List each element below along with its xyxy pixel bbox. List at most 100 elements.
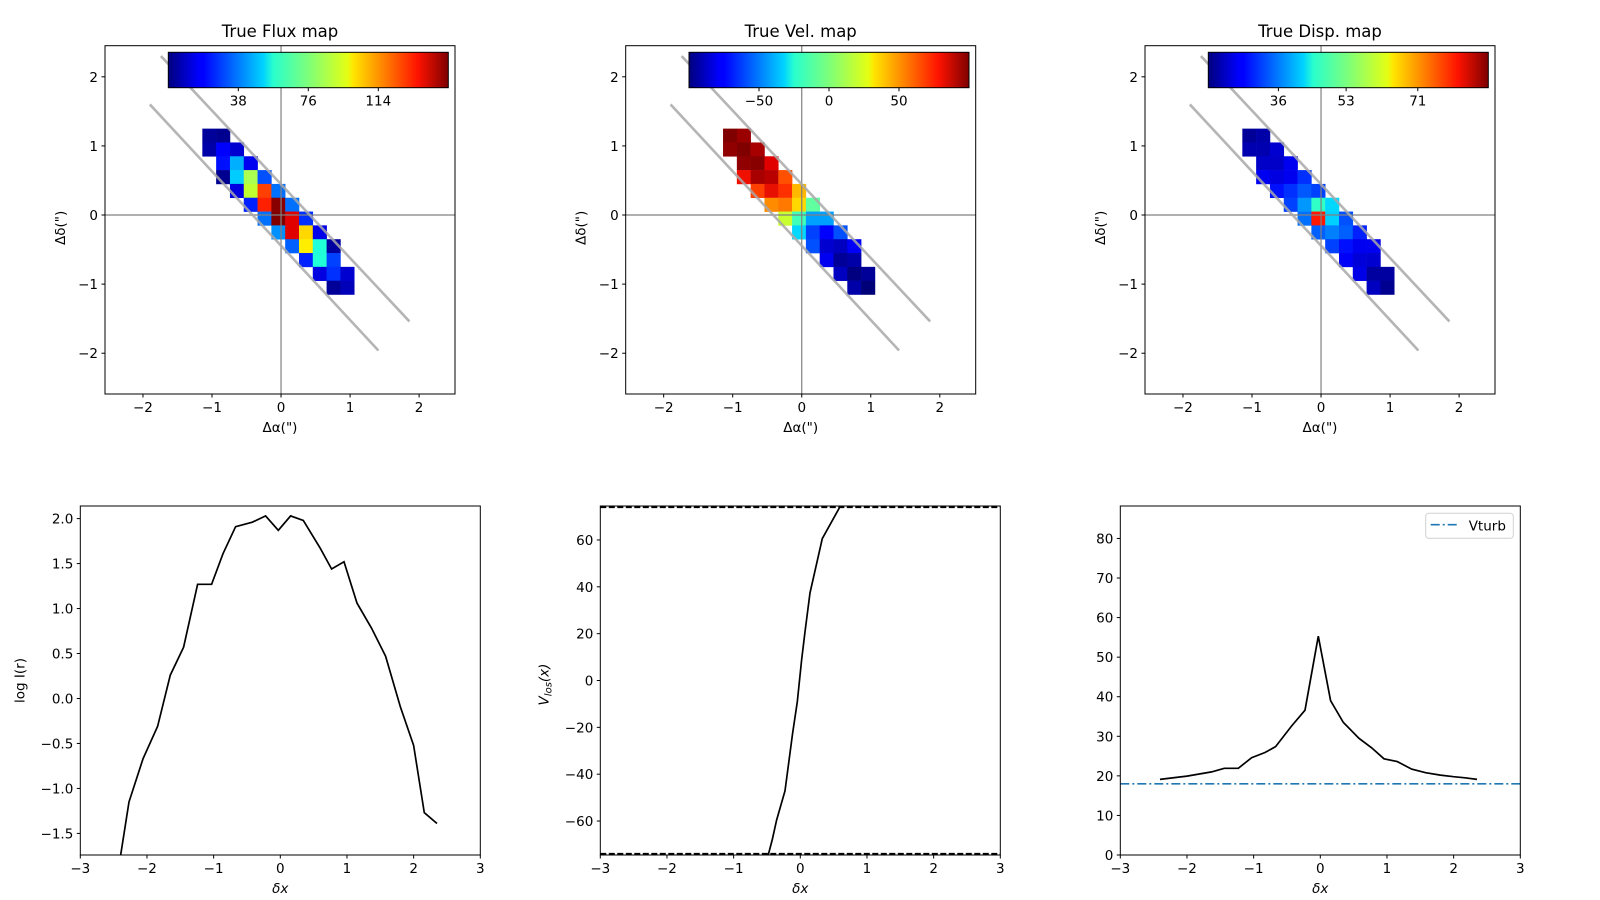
map-pixel <box>1325 239 1340 254</box>
map-pixel <box>1242 142 1257 157</box>
map-pixel <box>202 128 217 143</box>
map-pixel <box>298 253 314 268</box>
colorbar-tick-label: 76 <box>300 94 317 110</box>
map-pixel <box>1352 266 1367 281</box>
x-axis-label: Δα(") <box>783 420 818 436</box>
map-pixel <box>1366 253 1381 268</box>
y-tick-label: 1 <box>610 139 619 155</box>
map-pixel <box>750 170 765 185</box>
y-tick-label: 2.0 <box>52 512 73 528</box>
colorbar-tick-label: 36 <box>1270 94 1287 110</box>
y-tick-label: 70 <box>1096 571 1113 587</box>
x-tick-label: 2 <box>1449 861 1458 877</box>
x-axis-label: Δα(") <box>263 420 298 436</box>
x-tick-label: −3 <box>70 861 90 877</box>
axes-frame <box>625 45 977 395</box>
chart-title: True Vel. map <box>744 22 857 41</box>
y-tick-label: 40 <box>576 580 593 596</box>
y-tick-label: 0 <box>1129 208 1138 224</box>
y-tick-label: 0.0 <box>52 691 73 707</box>
y-tick-label: 50 <box>1096 650 1113 666</box>
y-tick-label: 2 <box>610 70 619 86</box>
map-pixel <box>723 128 738 143</box>
y-tick-label: 0 <box>585 674 594 690</box>
y-axis-label: Δδ(") <box>1093 211 1109 245</box>
plot-area <box>1145 45 1495 394</box>
x-tick-label: 1 <box>863 861 872 877</box>
axes-frame <box>79 505 481 856</box>
map-pixel <box>1283 197 1298 212</box>
y-tick-label: 10 <box>1096 808 1113 824</box>
map-pixel <box>1297 197 1312 212</box>
y-tick-label: −40 <box>565 767 594 783</box>
map-pixel <box>340 266 355 281</box>
map-pixel <box>326 253 341 268</box>
slit-boundary-line <box>669 103 901 352</box>
map-pixel <box>271 183 286 199</box>
y-tick-label: 2 <box>1129 70 1138 86</box>
y-tick-label: 60 <box>576 533 593 549</box>
y-tick-label: 2 <box>89 70 98 86</box>
y-label-subscript: los <box>543 682 554 696</box>
map-pixel <box>298 211 314 226</box>
y-tick-label: −0.5 <box>41 736 74 752</box>
map-pixel <box>750 183 765 199</box>
map-pixel <box>257 183 272 199</box>
x-tick-label: 3 <box>1516 861 1525 877</box>
map-pixel <box>819 253 834 268</box>
map-pixel <box>229 142 245 157</box>
y-tick-label: −2 <box>1118 346 1138 362</box>
y-tick-label: 1 <box>89 139 98 155</box>
map-pixel <box>861 266 876 281</box>
map-pixel <box>285 239 300 254</box>
y-tick-label: 0 <box>89 208 98 224</box>
map-pixel <box>1311 183 1326 199</box>
map-pixel <box>1366 266 1381 281</box>
colorbar <box>1207 51 1489 89</box>
map-pixel <box>847 280 862 295</box>
map-pixel <box>792 183 807 199</box>
map-pixel <box>326 280 341 295</box>
y-tick-label: −1.0 <box>41 781 74 797</box>
map-pixel <box>736 142 751 157</box>
map-pixel <box>861 280 876 295</box>
map-pixel <box>1325 225 1340 240</box>
map-pixel <box>1311 197 1326 212</box>
map-pixel <box>805 211 820 226</box>
chart-title: True Disp. map <box>1257 22 1382 41</box>
map-pixel <box>750 156 765 171</box>
y-tick-label: −60 <box>565 814 594 830</box>
map-pixel <box>216 142 231 157</box>
map-pixel <box>298 225 314 240</box>
map-pixel <box>1256 142 1271 157</box>
map-pixel <box>1338 225 1354 240</box>
slit-boundary-line <box>1188 103 1420 352</box>
x-tick-label: −2 <box>1177 861 1197 877</box>
y-tick-label: 0 <box>610 208 619 224</box>
map-pixel <box>764 183 779 199</box>
map-pixel <box>257 170 272 185</box>
map-pixel <box>1269 183 1285 199</box>
series-line <box>1159 636 1478 781</box>
colorbar-tick-label: 50 <box>890 94 907 110</box>
map-pixel <box>1297 170 1312 185</box>
y-tick-label: −2 <box>78 346 98 362</box>
plot-area <box>105 45 455 394</box>
map-pixel <box>1269 156 1285 171</box>
map-pixel <box>216 156 231 171</box>
y-label-rest: (x) <box>536 664 552 683</box>
map-pixel <box>1338 239 1354 254</box>
x-tick-label: 0 <box>1317 400 1326 416</box>
plot-area <box>600 506 1001 855</box>
slit-boundary-line <box>159 55 411 323</box>
y-tick-label: 1.0 <box>52 602 73 618</box>
y-tick-label: −1.5 <box>41 826 74 842</box>
x-tick-label: 0 <box>796 861 805 877</box>
x-axis-label: δx <box>272 881 289 897</box>
plot-area <box>1120 636 1521 785</box>
y-tick-label: −2 <box>599 346 619 362</box>
x-axis-label: δx <box>1312 881 1329 897</box>
map-pixel <box>1283 156 1298 171</box>
